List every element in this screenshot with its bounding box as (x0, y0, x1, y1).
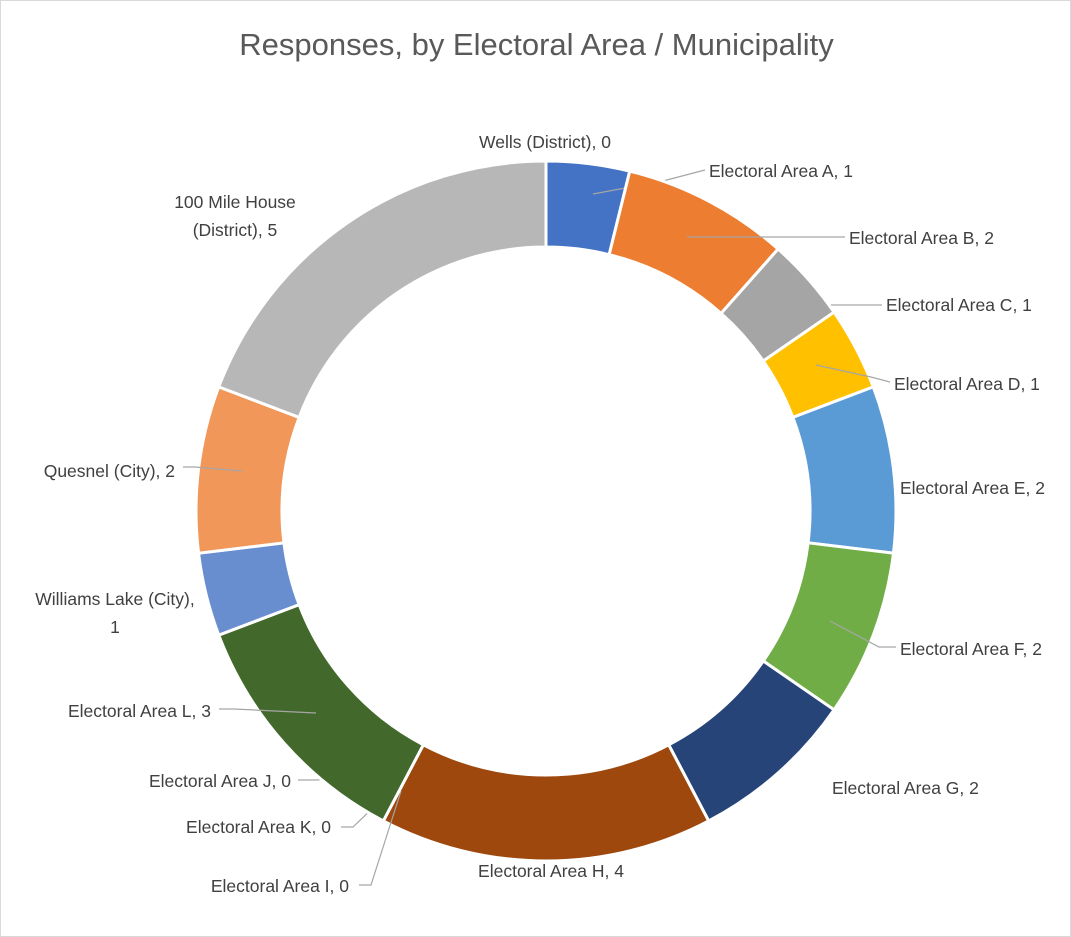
slice-electoral-area-e (790, 384, 898, 555)
chart-title: Responses, by Electoral Area / Municipal… (239, 27, 834, 62)
slice-electoral-area-h (381, 742, 711, 863)
slice-100-mile-house-district (216, 159, 548, 420)
data-label-williams-lake-city: Williams Lake (City), 1 (35, 589, 194, 637)
data-label-electoral-area-c: Electoral Area C, 1 (886, 295, 1032, 315)
data-label-100-mile-house-district: 100 Mile House (District), 5 (174, 192, 296, 240)
data-label-electoral-area-i: Electoral Area I, 0 (211, 876, 349, 896)
data-label-electoral-area-f: Electoral Area F, 2 (900, 639, 1042, 659)
data-label-electoral-area-a: Electoral Area A, 1 (709, 161, 853, 181)
leader-line-electoral-area-l (219, 708, 317, 714)
data-label-electoral-area-d: Electoral Area D, 1 (894, 374, 1040, 394)
data-label-electoral-area-j: Electoral Area J, 0 (149, 771, 291, 791)
data-label-electoral-area-b: Electoral Area B, 2 (849, 228, 994, 248)
data-label-electoral-area-l: Electoral Area L, 3 (68, 701, 211, 721)
data-label-electoral-area-k: Electoral Area K, 0 (186, 817, 331, 837)
data-label-electoral-area-e: Electoral Area E, 2 (900, 478, 1045, 498)
leader-line-quesnel-city (183, 466, 243, 472)
leader-line-electoral-area-i (359, 790, 402, 886)
data-label-electoral-area-h: Electoral Area H, 4 (478, 861, 624, 881)
data-label-wells-district: Wells (District), 0 (479, 132, 611, 152)
leader-line-electoral-area-d (815, 364, 891, 383)
leader-line-electoral-area-f (829, 620, 896, 648)
data-label-electoral-area-g: Electoral Area G, 2 (832, 778, 979, 798)
data-label-quesnel-city: Quesnel (City), 2 (44, 461, 175, 481)
